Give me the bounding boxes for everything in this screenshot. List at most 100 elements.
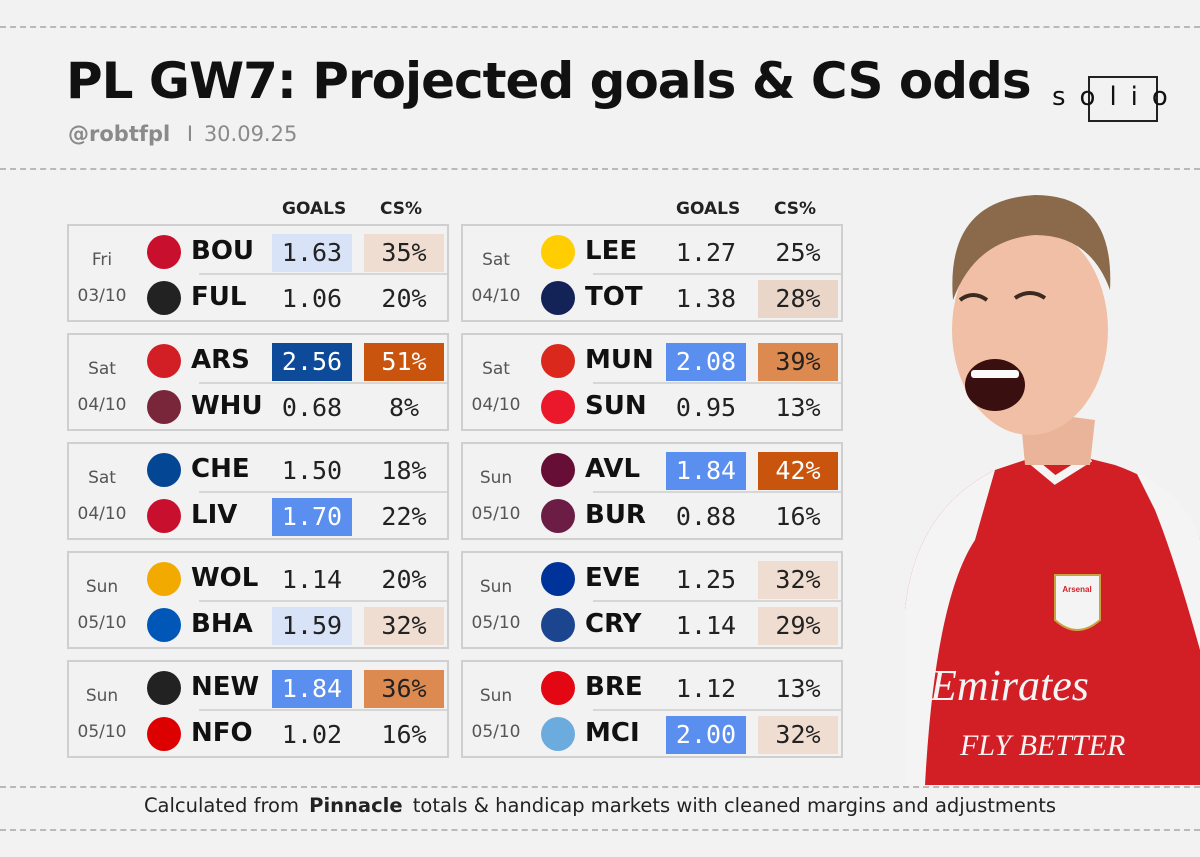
team-code: EVE — [585, 563, 641, 593]
team-code: AVL — [585, 454, 641, 484]
projected-goals-cell: 1.27 — [675, 238, 737, 267]
fixture-card: Sat 04/10 CHE 1.50 18% LIV 1.70 22% — [67, 442, 449, 540]
fixture-day: Sat — [88, 359, 116, 379]
team-code: CRY — [585, 609, 642, 639]
fixture-row-divider — [593, 709, 841, 711]
byline: @robtfpl I 30.09.25 — [68, 122, 297, 146]
fixture-day: Sun — [85, 577, 119, 597]
clean-sheet-cell: 51% — [364, 343, 444, 381]
fixture-date: 05/10 — [471, 504, 521, 524]
fixture-row-divider — [199, 600, 447, 602]
clean-sheet-cell: 16% — [775, 502, 821, 531]
publish-date: 30.09.25 — [203, 122, 298, 146]
fixture-day: Sun — [479, 686, 513, 706]
team-code: WOL — [191, 563, 259, 593]
byline-separator: I — [186, 122, 194, 146]
team-code: BRE — [585, 672, 643, 702]
footer-divider-top — [0, 786, 1200, 788]
shirt-crest — [1054, 574, 1101, 631]
projected-goals-cell: 2.08 — [666, 343, 746, 381]
projected-goals-cell: 0.68 — [281, 393, 343, 422]
projected-goals-cell: 2.00 — [666, 716, 746, 754]
open-mouth — [965, 359, 1025, 411]
projected-goals-cell: 1.14 — [675, 611, 737, 640]
liv-crest-icon — [147, 499, 181, 533]
clean-sheet-cell: 18% — [381, 456, 427, 485]
footer-source: Pinnacle — [309, 794, 403, 817]
fixture-card: Sun 05/10 EVE 1.25 32% CRY 1.14 29% — [461, 551, 843, 649]
fixture-date: 04/10 — [77, 504, 127, 524]
team-code: ARS — [191, 345, 250, 375]
fixture-card: Sun 05/10 NEW 1.84 36% NFO 1.02 16% — [67, 660, 449, 758]
clean-sheet-cell: 20% — [381, 284, 427, 313]
goals-header-left: GOALS — [282, 199, 347, 219]
fixture-day: Sat — [482, 250, 510, 270]
clean-sheet-cell: 13% — [775, 393, 821, 422]
footer-suffix: totals & handicap markets with cleaned m… — [412, 794, 1057, 817]
fixture-row-divider — [199, 709, 447, 711]
solio-logo: solio — [1052, 76, 1168, 124]
footer-prefix: Calculated from — [143, 794, 299, 817]
team-code: MCI — [585, 718, 640, 748]
projected-goals-cell: 0.95 — [675, 393, 737, 422]
projected-goals-cell: 1.84 — [666, 452, 746, 490]
projected-goals-cell: 1.38 — [675, 284, 737, 313]
cry-crest-icon — [541, 608, 575, 642]
fixture-day: Sun — [85, 686, 119, 706]
sponsor-tagline: FLY BETTER — [959, 729, 1125, 762]
team-code: MUN — [585, 345, 654, 375]
clean-sheet-cell: 39% — [758, 343, 838, 381]
fixture-date: 04/10 — [471, 286, 521, 306]
team-code: WHU — [191, 391, 263, 421]
clean-sheet-cell: 35% — [364, 234, 444, 272]
clean-sheet-cell: 36% — [364, 670, 444, 708]
fixture-date: 03/10 — [77, 286, 127, 306]
cs-header-right: CS% — [774, 199, 817, 219]
clean-sheet-cell: 20% — [381, 565, 427, 594]
team-code: BHA — [191, 609, 253, 639]
clean-sheet-cell: 13% — [775, 674, 821, 703]
fixture-card: Sat 04/10 LEE 1.27 25% TOT 1.38 28% — [461, 224, 843, 322]
fixture-row-divider — [199, 273, 447, 275]
projected-goals-cell: 1.06 — [281, 284, 343, 313]
top-divider — [0, 26, 1200, 28]
fixture-day: Sun — [479, 577, 513, 597]
fixture-card: Sun 05/10 AVL 1.84 42% BUR 0.88 16% — [461, 442, 843, 540]
sponsor-text: Emirates — [929, 661, 1089, 710]
sun-crest-icon — [541, 390, 575, 424]
fixture-row-divider — [593, 600, 841, 602]
projected-goals-cell: 1.14 — [281, 565, 343, 594]
header-divider — [0, 168, 1200, 170]
team-code: FUL — [191, 282, 247, 312]
tot-crest-icon — [541, 281, 575, 315]
team-code: LEE — [585, 236, 638, 266]
fixture-row-divider — [199, 491, 447, 493]
clean-sheet-cell: 16% — [381, 720, 427, 749]
avl-crest-icon — [541, 453, 575, 487]
fixture-card: Sun 05/10 WOL 1.14 20% BHA 1.59 32% — [67, 551, 449, 649]
fixture-date: 05/10 — [77, 722, 127, 742]
projected-goals-cell: 1.70 — [272, 498, 352, 536]
shirt-sleeve-left — [905, 470, 995, 785]
footer-note: Calculated from Pinnacle totals & handic… — [0, 794, 1200, 817]
crest-text: Arsenal — [1062, 585, 1091, 594]
projected-goals-cell: 0.88 — [675, 502, 737, 531]
clean-sheet-cell: 32% — [758, 561, 838, 599]
author-handle: @robtfpl — [68, 122, 171, 146]
fixture-card: Fri 03/10 BOU 1.63 35% FUL 1.06 20% — [67, 224, 449, 322]
bou-crest-icon — [147, 235, 181, 269]
projected-goals-cell: 2.56 — [272, 343, 352, 381]
teeth — [971, 370, 1019, 378]
clean-sheet-cell: 32% — [364, 607, 444, 645]
clean-sheet-cell: 28% — [758, 280, 838, 318]
wol-crest-icon — [147, 562, 181, 596]
team-code: TOT — [585, 282, 643, 312]
shirt-body — [905, 450, 1200, 785]
projected-goals-cell: 1.84 — [272, 670, 352, 708]
hair — [952, 195, 1111, 300]
che-crest-icon — [147, 453, 181, 487]
bur-crest-icon — [541, 499, 575, 533]
team-code: NFO — [191, 718, 253, 748]
fixture-card: Sun 05/10 BRE 1.12 13% MCI 2.00 32% — [461, 660, 843, 758]
fixture-day: Sat — [482, 359, 510, 379]
